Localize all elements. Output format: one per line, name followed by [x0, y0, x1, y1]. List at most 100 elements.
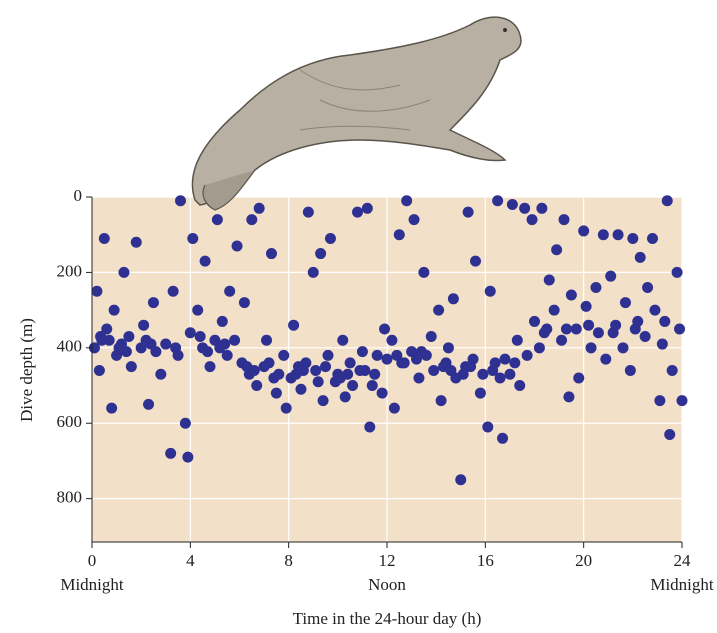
- data-point: [278, 349, 290, 361]
- data-point: [627, 232, 639, 244]
- data-point: [106, 402, 118, 414]
- data-point: [221, 349, 233, 361]
- x-tick-sublabel: Noon: [368, 575, 406, 594]
- data-point: [536, 202, 548, 214]
- data-point: [573, 372, 585, 384]
- x-tick-label: 4: [186, 551, 195, 570]
- data-point: [91, 285, 103, 297]
- data-point: [538, 327, 550, 339]
- data-point: [492, 195, 504, 207]
- x-tick-sublabel: Midnight: [60, 575, 124, 594]
- data-point: [238, 297, 250, 309]
- data-point: [165, 447, 177, 459]
- data-point: [251, 380, 263, 392]
- data-point: [457, 368, 469, 380]
- data-point: [413, 372, 425, 384]
- y-tick-label: 800: [57, 488, 83, 507]
- x-axis-label: Time in the 24-hour day (h): [293, 609, 482, 628]
- data-point: [661, 195, 673, 207]
- data-point: [219, 338, 231, 350]
- data-point: [639, 331, 651, 343]
- data-point: [199, 255, 211, 267]
- data-point: [155, 368, 167, 380]
- data-point: [487, 364, 499, 376]
- data-point: [361, 202, 373, 214]
- data-point: [386, 334, 398, 346]
- x-tick-label: 0: [88, 551, 97, 570]
- data-point: [204, 361, 216, 373]
- data-point: [270, 387, 282, 399]
- data-point: [435, 395, 447, 407]
- data-point: [565, 289, 577, 301]
- data-point: [418, 266, 430, 278]
- data-point: [428, 364, 440, 376]
- data-point: [369, 368, 381, 380]
- data-point: [302, 206, 314, 218]
- data-point: [324, 232, 336, 244]
- seal-illustration: [191, 16, 522, 211]
- data-point: [364, 421, 376, 433]
- data-point: [320, 361, 332, 373]
- data-point: [388, 402, 400, 414]
- data-point: [93, 364, 105, 376]
- data-point: [179, 417, 191, 429]
- data-point: [344, 357, 356, 369]
- data-point: [339, 391, 351, 403]
- data-point: [617, 342, 629, 354]
- data-point: [211, 214, 223, 226]
- data-point: [381, 353, 393, 365]
- data-point: [580, 300, 592, 312]
- data-point: [600, 353, 612, 365]
- data-point: [231, 240, 243, 252]
- data-point: [551, 244, 563, 256]
- data-point: [265, 248, 277, 260]
- data-point: [634, 251, 646, 263]
- data-point: [664, 429, 676, 441]
- data-point: [605, 270, 617, 282]
- data-point: [484, 285, 496, 297]
- data-point: [312, 376, 324, 388]
- data-point: [347, 380, 359, 392]
- data-point: [125, 361, 137, 373]
- data-point: [462, 206, 474, 218]
- data-point: [288, 319, 300, 331]
- data-point: [160, 338, 172, 350]
- data-point: [342, 368, 354, 380]
- data-point: [415, 346, 427, 358]
- data-point: [445, 364, 457, 376]
- data-point: [533, 342, 545, 354]
- data-point: [629, 323, 641, 335]
- data-point: [470, 255, 481, 267]
- data-point: [659, 315, 671, 327]
- data-point: [263, 357, 275, 369]
- data-point: [442, 342, 454, 354]
- data-point: [202, 346, 214, 358]
- data-point: [578, 225, 590, 237]
- data-point: [98, 232, 110, 244]
- data-point: [499, 353, 511, 365]
- data-point: [408, 214, 420, 226]
- data-point: [113, 342, 125, 354]
- data-point: [192, 304, 204, 316]
- data-point: [497, 432, 509, 444]
- data-point: [624, 364, 636, 376]
- data-point: [656, 338, 668, 350]
- x-tick-label: 20: [575, 551, 592, 570]
- data-point: [123, 331, 135, 343]
- data-point: [297, 364, 309, 376]
- data-point: [482, 421, 494, 433]
- data-point: [607, 327, 619, 339]
- data-point: [322, 349, 334, 361]
- data-point: [433, 304, 445, 316]
- data-point: [224, 285, 236, 297]
- x-tick-label: 8: [284, 551, 293, 570]
- data-point: [187, 232, 199, 244]
- data-point: [514, 380, 526, 392]
- data-point: [268, 372, 280, 384]
- data-point: [477, 368, 489, 380]
- data-point: [307, 266, 319, 278]
- data-point: [366, 380, 378, 392]
- data-point: [401, 195, 413, 207]
- data-point: [246, 214, 258, 226]
